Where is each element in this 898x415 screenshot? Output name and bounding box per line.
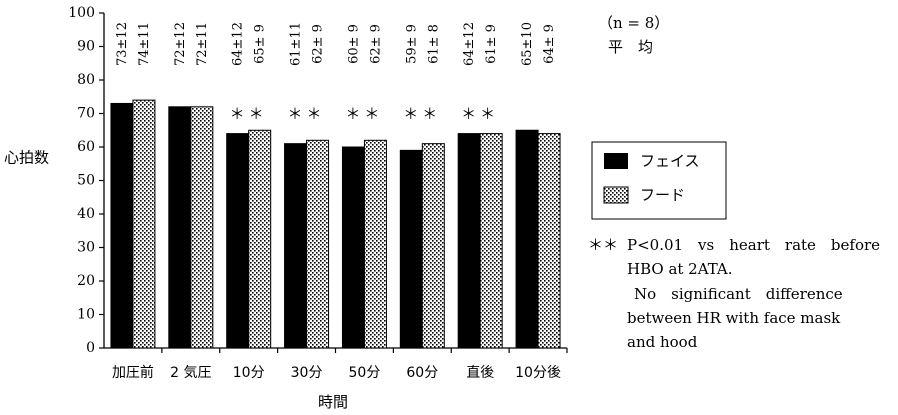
x-axis-label: 時間 [318, 393, 348, 411]
data-label: 74±11 [137, 22, 152, 66]
bar-face [110, 102, 134, 349]
bar-hood [306, 139, 330, 349]
bar-hood [190, 106, 214, 349]
y-tick-label: 70 [77, 106, 95, 122]
bar-face [226, 133, 250, 349]
y-tick-label: 30 [77, 240, 95, 256]
x-tick-label: 加圧前 [112, 364, 154, 381]
y-tick-label: 100 [68, 5, 95, 21]
data-label: 65±10 [520, 22, 535, 66]
data-label: 72±12 [173, 22, 188, 66]
x-tick-label: 30分 [291, 365, 323, 381]
footnote-line-5: and hood [627, 333, 698, 351]
data-label: 64± 9 [542, 24, 557, 64]
sample-size-note: （n = 8） [598, 14, 670, 32]
data-label: 59± 9 [404, 24, 419, 64]
data-label: 62± 9 [311, 24, 326, 64]
x-tick-label: 2 気圧 [170, 365, 211, 381]
x-tick-label: 10分後 [515, 365, 561, 381]
data-label: 72±11 [195, 22, 210, 66]
y-tick-label: 80 [77, 72, 95, 88]
bar-hood [421, 143, 445, 349]
bar-face [457, 133, 481, 349]
x-tick-label: 直後 [466, 364, 494, 381]
bar-hood [132, 99, 156, 349]
y-axis-label: 心拍数 [4, 149, 49, 167]
data-label: 60± 9 [346, 24, 361, 64]
y-tick-label: 0 [86, 340, 95, 356]
y-tick-label: 20 [77, 273, 95, 289]
statistic-note: 平 均 [608, 38, 654, 56]
bar-hood [248, 129, 272, 349]
legend-label-hood: フード [640, 186, 685, 204]
bar-face [399, 149, 423, 349]
bar-face [515, 129, 539, 349]
footnote-line-4: between HR with face mask [627, 309, 841, 327]
bar-hood [537, 133, 561, 349]
axes: 0 10 20 30 40 50 60 70 80 90 100 加圧前 2 気圧 10分 30分 50分 60… [68, 5, 568, 381]
bar-face [341, 146, 365, 349]
y-tick-label: 90 [77, 39, 95, 55]
data-label: 73±12 [115, 22, 130, 66]
footnote-marker: ＊＊ [588, 236, 619, 254]
significance-mark: ＊＊ [230, 105, 268, 123]
significance-mark: ＊＊ [461, 105, 499, 123]
bars [110, 99, 561, 349]
legend-swatch-face [604, 153, 628, 169]
data-label: 64±12 [231, 22, 246, 66]
y-tick-label: 60 [77, 139, 95, 155]
footnote-line-3: No significant difference [634, 285, 843, 303]
x-tick-label: 60分 [406, 365, 438, 381]
legend-label-face: フェイス [640, 152, 700, 170]
data-labels: 73±12 74±11 72±12 72±11 64±12 65± 9 ＊＊ 61±11 62±… [115, 22, 557, 123]
legend-box [591, 141, 727, 220]
bar-hood [363, 139, 387, 349]
y-tick-label: 10 [77, 307, 95, 323]
footnote-line-1: P<0.01 vs heart rate before [627, 236, 881, 254]
legend: フェイス フード [591, 141, 727, 220]
significance-mark: ＊＊ [345, 105, 383, 123]
data-label: 61± 9 [484, 24, 499, 64]
legend-swatch-hood [603, 186, 629, 204]
significance-mark: ＊＊ [403, 105, 441, 123]
data-label: 64±12 [462, 22, 477, 66]
bar-hood [479, 133, 503, 349]
data-label: 65± 9 [253, 24, 268, 64]
data-label: 61±11 [289, 22, 304, 66]
bar-face [284, 143, 308, 349]
footnote-line-2: HBO at 2ATA. [627, 260, 733, 278]
x-tick-label: 10分 [233, 365, 265, 381]
significance-mark: ＊＊ [288, 105, 326, 123]
bar-face [168, 106, 192, 349]
data-label: 62± 9 [368, 24, 383, 64]
x-tick-label: 50分 [349, 365, 381, 381]
y-tick-label: 40 [77, 206, 95, 222]
data-label: 61± 8 [426, 24, 441, 64]
y-tick-label: 50 [77, 173, 95, 189]
